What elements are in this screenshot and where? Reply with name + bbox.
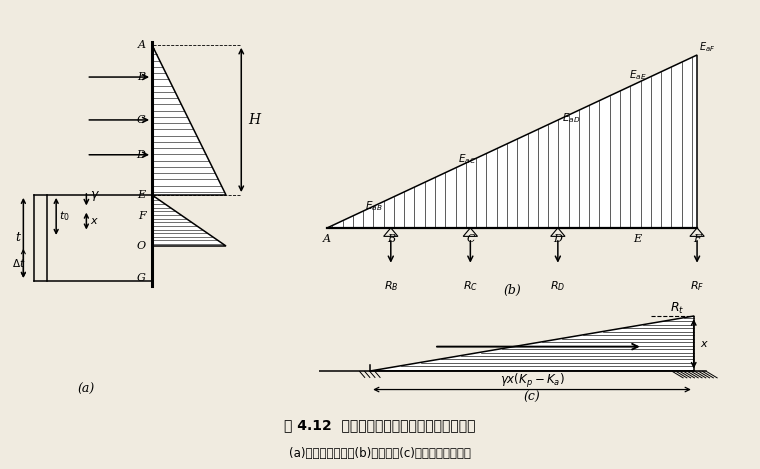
Text: E: E xyxy=(138,190,145,200)
Text: $R_{C}$: $R_{C}$ xyxy=(463,279,478,293)
Text: 图 4.12  等値梁法计算多层支撇板桩计算简图: 图 4.12 等値梁法计算多层支撇板桩计算简图 xyxy=(284,418,476,432)
Text: B: B xyxy=(138,72,145,82)
Text: (a): (a) xyxy=(78,383,95,396)
Text: D: D xyxy=(553,234,562,243)
Polygon shape xyxy=(370,316,694,371)
Polygon shape xyxy=(327,55,697,228)
Text: $E_{aB}$: $E_{aB}$ xyxy=(366,199,383,213)
Text: O: O xyxy=(136,241,145,251)
Text: $R_{F}$: $R_{F}$ xyxy=(690,279,705,293)
Text: A: A xyxy=(138,40,145,50)
Polygon shape xyxy=(152,45,226,195)
Text: $R_{D}$: $R_{D}$ xyxy=(550,279,565,293)
Text: $E_{aF}$: $E_{aF}$ xyxy=(699,40,715,54)
Text: $R_t$: $R_t$ xyxy=(670,301,684,316)
Text: G: G xyxy=(137,273,145,283)
Polygon shape xyxy=(152,195,226,246)
Text: x: x xyxy=(700,339,707,349)
Text: B: B xyxy=(387,234,395,243)
Text: (a)土压力分布图；(b)等値梁；(c)人土深度计算简图: (a)土压力分布图；(b)等値梁；(c)人土深度计算简图 xyxy=(289,447,471,460)
Text: E: E xyxy=(633,234,641,243)
Text: $t_0$: $t_0$ xyxy=(59,210,69,223)
Text: C: C xyxy=(466,234,474,243)
Text: t: t xyxy=(15,231,21,244)
Text: F: F xyxy=(138,212,145,221)
Text: $E_{aE}$: $E_{aE}$ xyxy=(629,68,647,82)
Text: C: C xyxy=(137,115,145,125)
Text: $E_{aC}$: $E_{aC}$ xyxy=(458,152,477,166)
Text: $\gamma$: $\gamma$ xyxy=(90,189,100,203)
Text: F: F xyxy=(693,234,701,243)
Text: A: A xyxy=(323,234,331,243)
Text: $R_{B}$: $R_{B}$ xyxy=(384,279,398,293)
Text: $\Delta t$: $\Delta t$ xyxy=(11,257,25,269)
Text: (c): (c) xyxy=(524,391,540,404)
Text: (b): (b) xyxy=(503,284,521,297)
Text: H: H xyxy=(248,113,260,127)
Text: D: D xyxy=(137,150,145,160)
Text: $E_{aD}$: $E_{aD}$ xyxy=(562,111,580,125)
Text: $\gamma x(K_p-K_a)$: $\gamma x(K_p-K_a)$ xyxy=(499,372,565,390)
Text: x: x xyxy=(90,216,97,226)
